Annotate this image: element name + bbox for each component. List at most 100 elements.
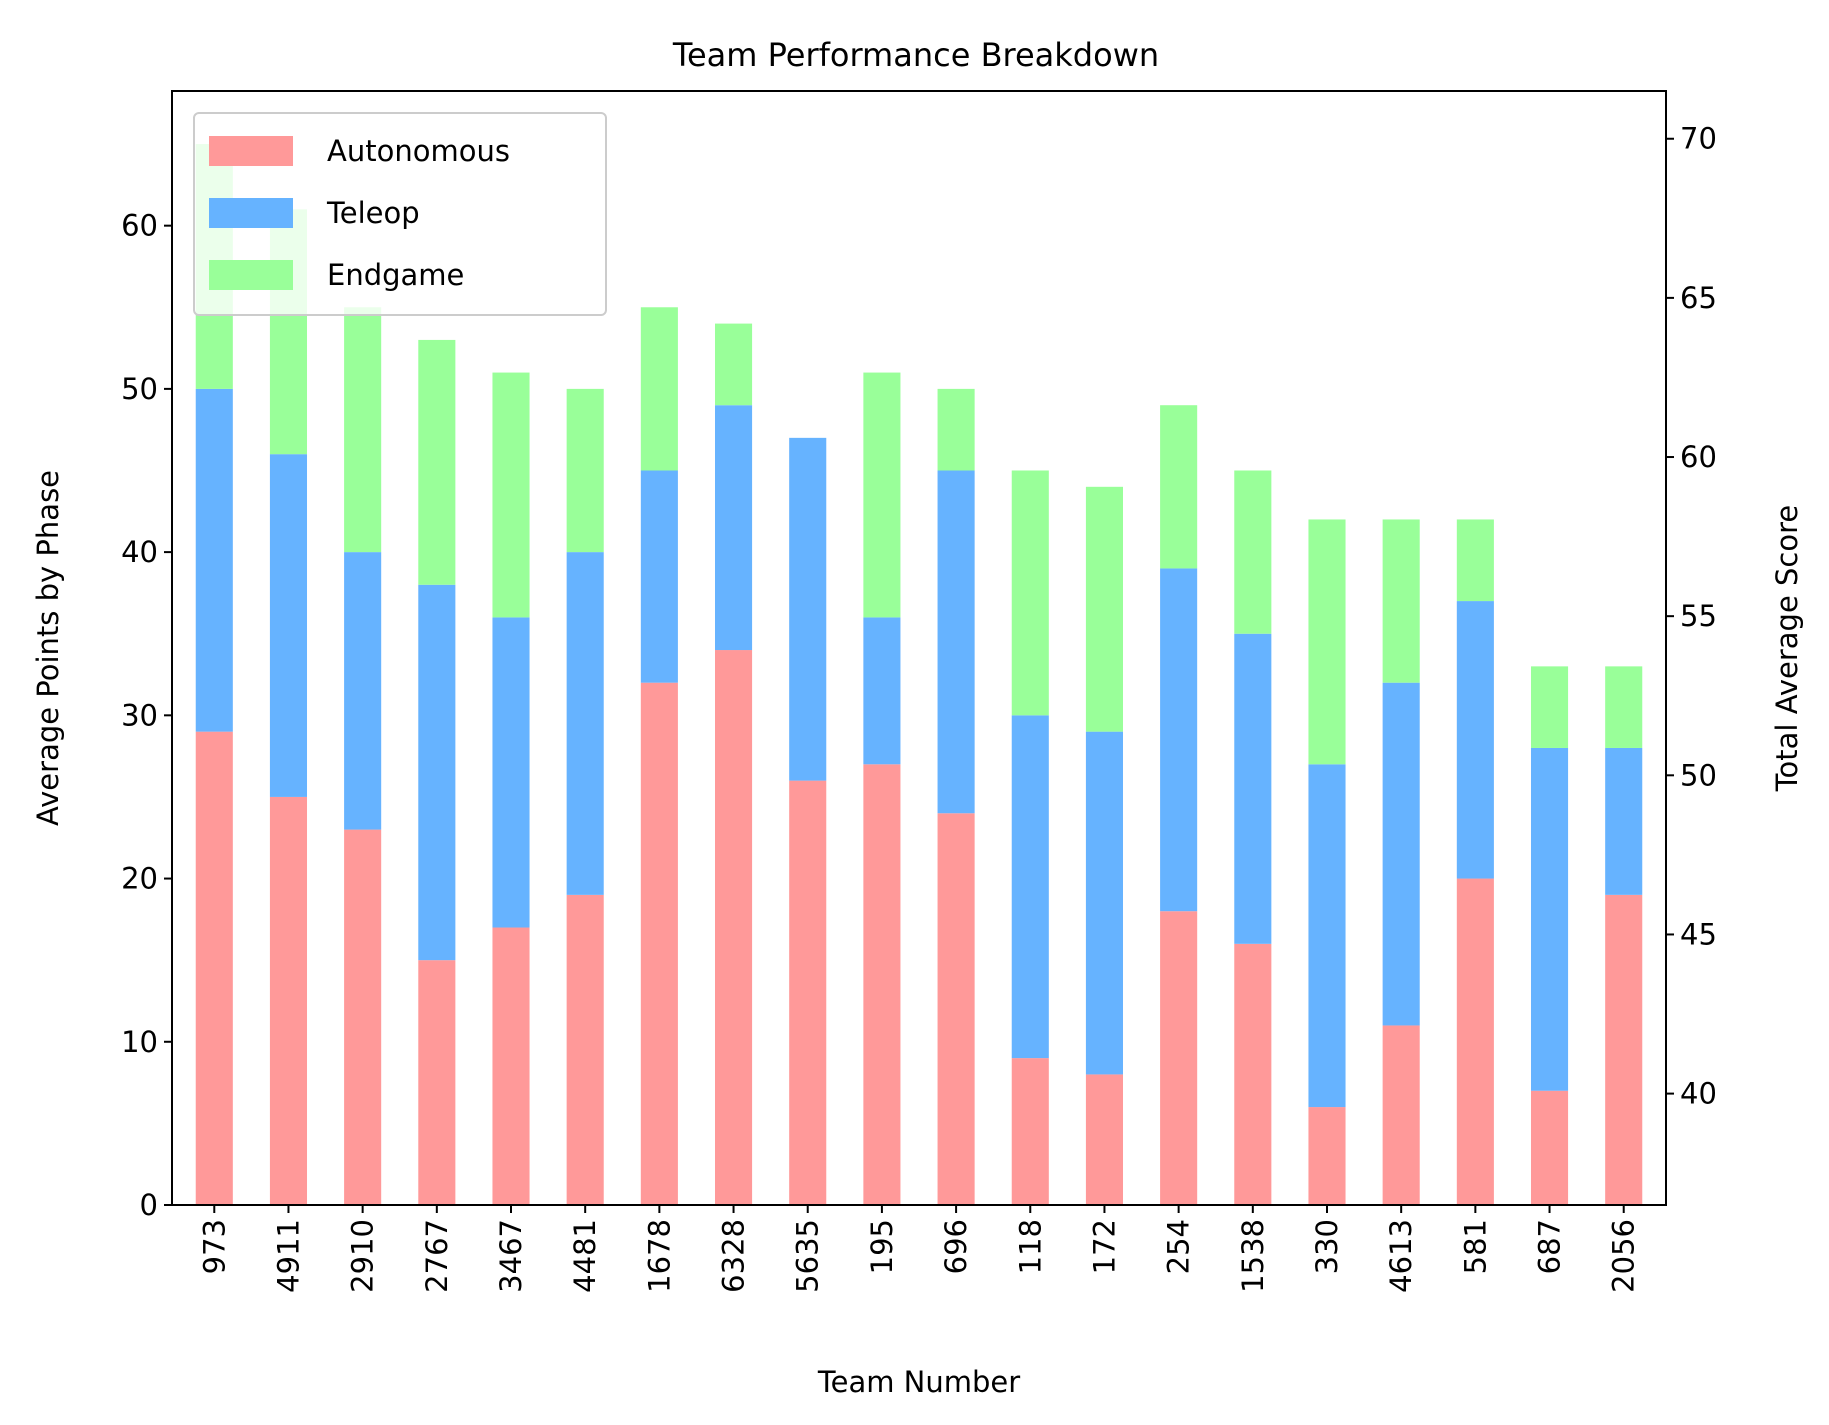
bar-endgame-581 [1456,519,1494,602]
bar-teleop-696 [937,470,975,814]
bar-autonomous-3467 [492,927,530,1205]
x-axis: 973 4911 2910 2767 3467 4481 1678 6328 5635 195 69… [197,1205,1641,1293]
bar-autonomous-330 [1308,1107,1346,1205]
bar-endgame-3467 [492,372,530,618]
bar-teleop-687 [1530,747,1569,1091]
y-tick-label-0: 0 [140,1188,158,1222]
legend-box [193,112,607,316]
x-tick-label-4911: 4911 [271,1219,305,1293]
bar-autonomous-1538 [1234,943,1272,1205]
x-tick-label-254: 254 [1162,1219,1196,1274]
bar-teleop-3467 [492,617,530,928]
plot-frame [171,90,1667,1206]
bar-autonomous-118 [1011,1058,1049,1205]
bar-autonomous-254 [1160,911,1198,1205]
right-y-tick-label-70: 70 [1680,122,1717,156]
bar-endgame-4613 [1382,519,1420,683]
y-tick-label-50: 50 [121,372,158,406]
bar-teleop-1538 [1234,633,1272,944]
x-tick-label-6328: 6328 [717,1219,751,1293]
bar-teleop-195 [863,617,901,765]
bar-endgame-2767 [418,339,456,585]
bar-teleop-581 [1456,601,1494,879]
x-tick-label-5635: 5635 [791,1219,825,1293]
bar-endgame-254 [1160,405,1198,569]
x-tick-label-172: 172 [1087,1219,1121,1274]
bar-endgame-4481 [566,388,604,553]
x-axis-label: Team Number [817,1365,1020,1399]
y-tick-label-40: 40 [121,535,158,569]
legend-label-teleop: Teleop [326,196,420,230]
bar-autonomous-696 [937,813,975,1205]
y-tick-label-10: 10 [121,1025,158,1059]
bar-endgame-118 [1011,470,1049,716]
bar-teleop-2767 [418,584,456,961]
x-tick-label-4613: 4613 [1384,1219,1418,1293]
bar-autonomous-195 [863,764,901,1205]
right-y-tick-label-55: 55 [1680,599,1717,633]
right-y-tick-label-60: 60 [1680,440,1717,474]
bar-endgame-2910 [344,307,382,553]
x-tick-label-581: 581 [1458,1219,1492,1274]
x-tick-label-4481: 4481 [568,1219,602,1293]
legend-label-autonomous: Autonomous [327,134,510,168]
x-tick-label-687: 687 [1533,1219,1567,1274]
bar-autonomous-2910 [344,829,382,1205]
bar-autonomous-687 [1530,1090,1569,1205]
bar-autonomous-2056 [1605,894,1643,1205]
bar-teleop-2910 [344,552,382,830]
x-tick-label-696: 696 [939,1219,973,1274]
x-tick-label-1538: 1538 [1236,1219,1270,1293]
x-tick-label-195: 195 [865,1219,899,1274]
bar-endgame-172 [1085,486,1123,732]
right-y-tick-label-50: 50 [1680,758,1717,792]
right-y-tick-label-45: 45 [1680,917,1717,951]
x-tick-label-2767: 2767 [420,1219,454,1293]
bar-teleop-4613 [1382,682,1420,1026]
bar-autonomous-4481 [566,894,604,1205]
bar-teleop-4911 [269,454,308,797]
bar-autonomous-172 [1085,1074,1123,1205]
bar-autonomous-2767 [418,960,456,1205]
bar-teleop-973 [195,388,233,732]
bar-endgame-195 [863,372,901,618]
x-tick-label-2056: 2056 [1607,1219,1641,1293]
legend: Autonomous Teleop Endgame [193,112,607,316]
bar-endgame-1678 [640,307,678,471]
bar-teleop-1678 [640,470,678,683]
chart-title: Team Performance Breakdown [672,36,1159,74]
bar-autonomous-581 [1456,878,1494,1205]
x-tick-label-118: 118 [1013,1219,1047,1274]
x-tick-label-3467: 3467 [494,1219,528,1293]
bar-endgame-6328 [715,323,753,406]
right-y-tick-label-65: 65 [1680,281,1717,315]
bar-endgame-2056 [1605,666,1643,748]
bar-teleop-6328 [715,405,753,651]
bar-autonomous-1678 [640,682,678,1205]
y-tick-label-60: 60 [121,209,158,243]
legend-swatch-autonomous [209,136,293,166]
y-tick-label-20: 20 [121,862,158,896]
bar-teleop-118 [1011,715,1049,1059]
x-tick-label-1678: 1678 [642,1219,676,1293]
bar-endgame-696 [937,388,975,471]
legend-swatch-endgame [209,260,293,290]
bar-autonomous-6328 [715,650,753,1205]
x-tick-label-973: 973 [197,1219,231,1274]
bar-teleop-2056 [1605,747,1643,895]
bar-endgame-1538 [1234,470,1272,634]
bar-endgame-330 [1308,519,1346,765]
right-y-tick-label-40: 40 [1680,1077,1717,1111]
bar-teleop-5635 [789,437,827,781]
bar-teleop-4481 [566,552,604,895]
bar-teleop-254 [1160,568,1198,912]
right-y-axis: 40 45 50 55 60 65 70 [1666,122,1717,1111]
x-tick-label-2910: 2910 [346,1219,380,1293]
y-tick-label-30: 30 [121,698,158,732]
bar-teleop-330 [1308,764,1346,1108]
x-tick-label-330: 330 [1310,1219,1344,1274]
bar-endgame-687 [1530,666,1569,748]
legend-swatch-teleop [209,198,293,228]
legend-label-endgame: Endgame [327,258,464,292]
